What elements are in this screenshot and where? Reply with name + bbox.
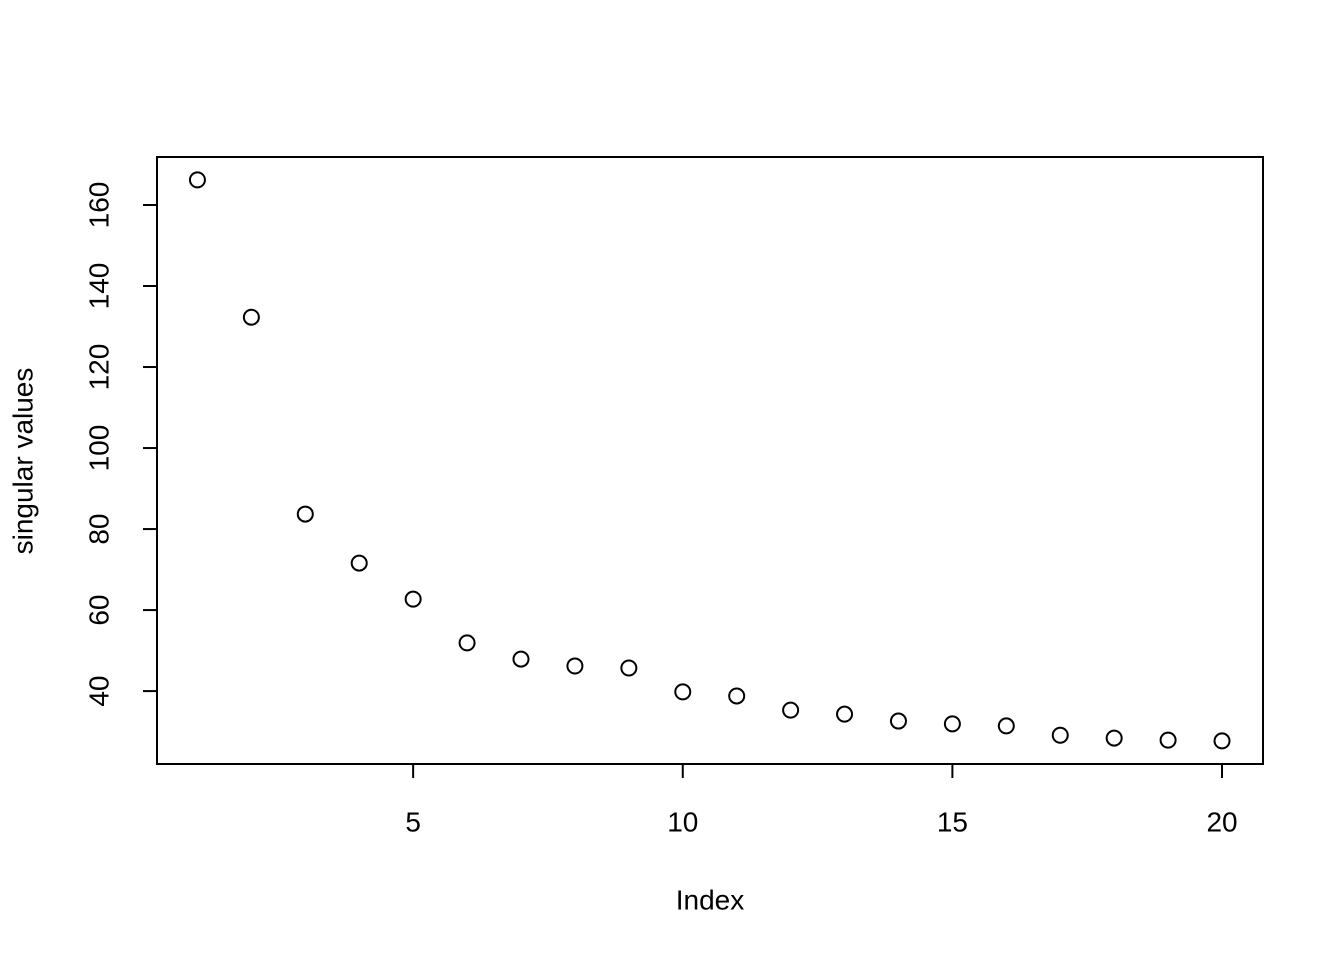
point (1213, 732, 1231, 750)
point (728, 687, 746, 705)
y-tick-label: 140 (83, 263, 114, 310)
y-tick-label: 60 (83, 594, 114, 625)
y-axis-label: singular values (7, 368, 38, 555)
point (296, 505, 314, 523)
x-tick-label: 5 (405, 806, 421, 837)
point (350, 554, 368, 572)
point (782, 701, 800, 719)
point (458, 634, 476, 652)
y-tick-label: 100 (83, 425, 114, 472)
point (997, 717, 1015, 735)
point (566, 657, 584, 675)
x-tick-label: 15 (937, 806, 968, 837)
y-tick-label: 80 (83, 513, 114, 544)
point (943, 715, 961, 733)
y-tick-label: 120 (83, 344, 114, 391)
point (1105, 729, 1123, 747)
point (674, 683, 692, 701)
y-tick-label: 40 (83, 676, 114, 707)
point (188, 171, 206, 189)
point (242, 308, 260, 326)
point (512, 650, 530, 668)
point (620, 659, 638, 677)
point (1051, 726, 1069, 744)
point (836, 705, 854, 723)
y-tick-label: 160 (83, 182, 114, 229)
point (404, 590, 422, 608)
x-axis-label: Index (676, 884, 745, 915)
point (889, 712, 907, 730)
x-tick-label: 20 (1206, 806, 1237, 837)
x-tick-label: 10 (667, 806, 698, 837)
point (1159, 731, 1177, 749)
plot-frame (156, 156, 1264, 765)
